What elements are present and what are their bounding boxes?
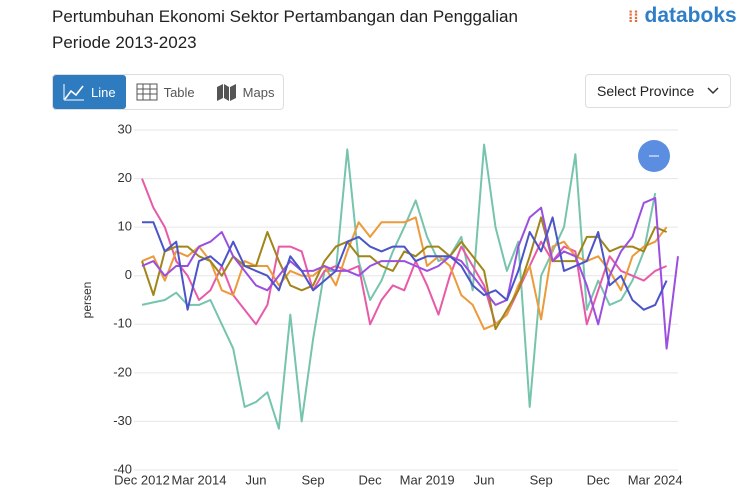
- icon: [136, 83, 158, 101]
- tabs: Line Table Maps: [52, 74, 284, 110]
- x-tick-label: Mar 2024: [628, 472, 683, 487]
- tab-label: Line: [91, 84, 116, 100]
- y-tick-label: -20: [113, 364, 132, 379]
- tab-line[interactable]: Line: [53, 75, 126, 109]
- x-tick-label: Mar 2019: [400, 472, 455, 487]
- x-tick-label: Jun: [246, 472, 267, 487]
- series-line: [141, 143, 657, 430]
- y-axis-label: persen: [80, 282, 94, 319]
- x-tick-label: Dec: [359, 472, 383, 487]
- x-tick-label: Dec: [587, 472, 611, 487]
- series-line: [141, 216, 668, 331]
- icon: [63, 84, 84, 101]
- y-tick-label: 30: [118, 121, 132, 136]
- province-select[interactable]: Select Province: [585, 74, 731, 108]
- tab-table[interactable]: Table: [126, 75, 205, 109]
- y-tick-label: 0: [125, 267, 132, 282]
- title: Pertumbuhan Ekonomi Sektor Pertambangan …: [52, 4, 518, 56]
- series-line: [141, 216, 667, 331]
- series-line: [141, 178, 667, 326]
- series-line: [142, 216, 668, 311]
- select-label: Select Province: [597, 83, 695, 99]
- x-tick-label: Mar 2014: [172, 472, 227, 487]
- logo[interactable]: ⁞⁞ databoks: [628, 4, 737, 27]
- x-tick-label: Dec 2012: [114, 472, 170, 487]
- logo-text: databoks: [644, 4, 737, 27]
- x-tick-label: Jun: [474, 472, 495, 487]
- y-tick-label: -30: [113, 413, 132, 428]
- title-line: Periode 2013-2023: [52, 33, 197, 52]
- tab-label: Maps: [242, 84, 275, 100]
- series-line: [141, 197, 679, 350]
- y-tick-label: -40: [113, 461, 132, 476]
- x-tick-label: Sep: [530, 472, 553, 487]
- tab-label: Table: [163, 84, 195, 100]
- x-tick-label: Sep: [301, 472, 324, 487]
- y-tick-label: 20: [118, 170, 132, 185]
- icon: [707, 87, 719, 95]
- tab-maps[interactable]: Maps: [205, 75, 285, 109]
- y-tick-label: -10: [113, 316, 132, 331]
- y-tick-label: 10: [118, 219, 132, 234]
- title-line: Pertumbuhan Ekonomi Sektor Pertambangan …: [52, 7, 518, 26]
- icon: [216, 84, 236, 101]
